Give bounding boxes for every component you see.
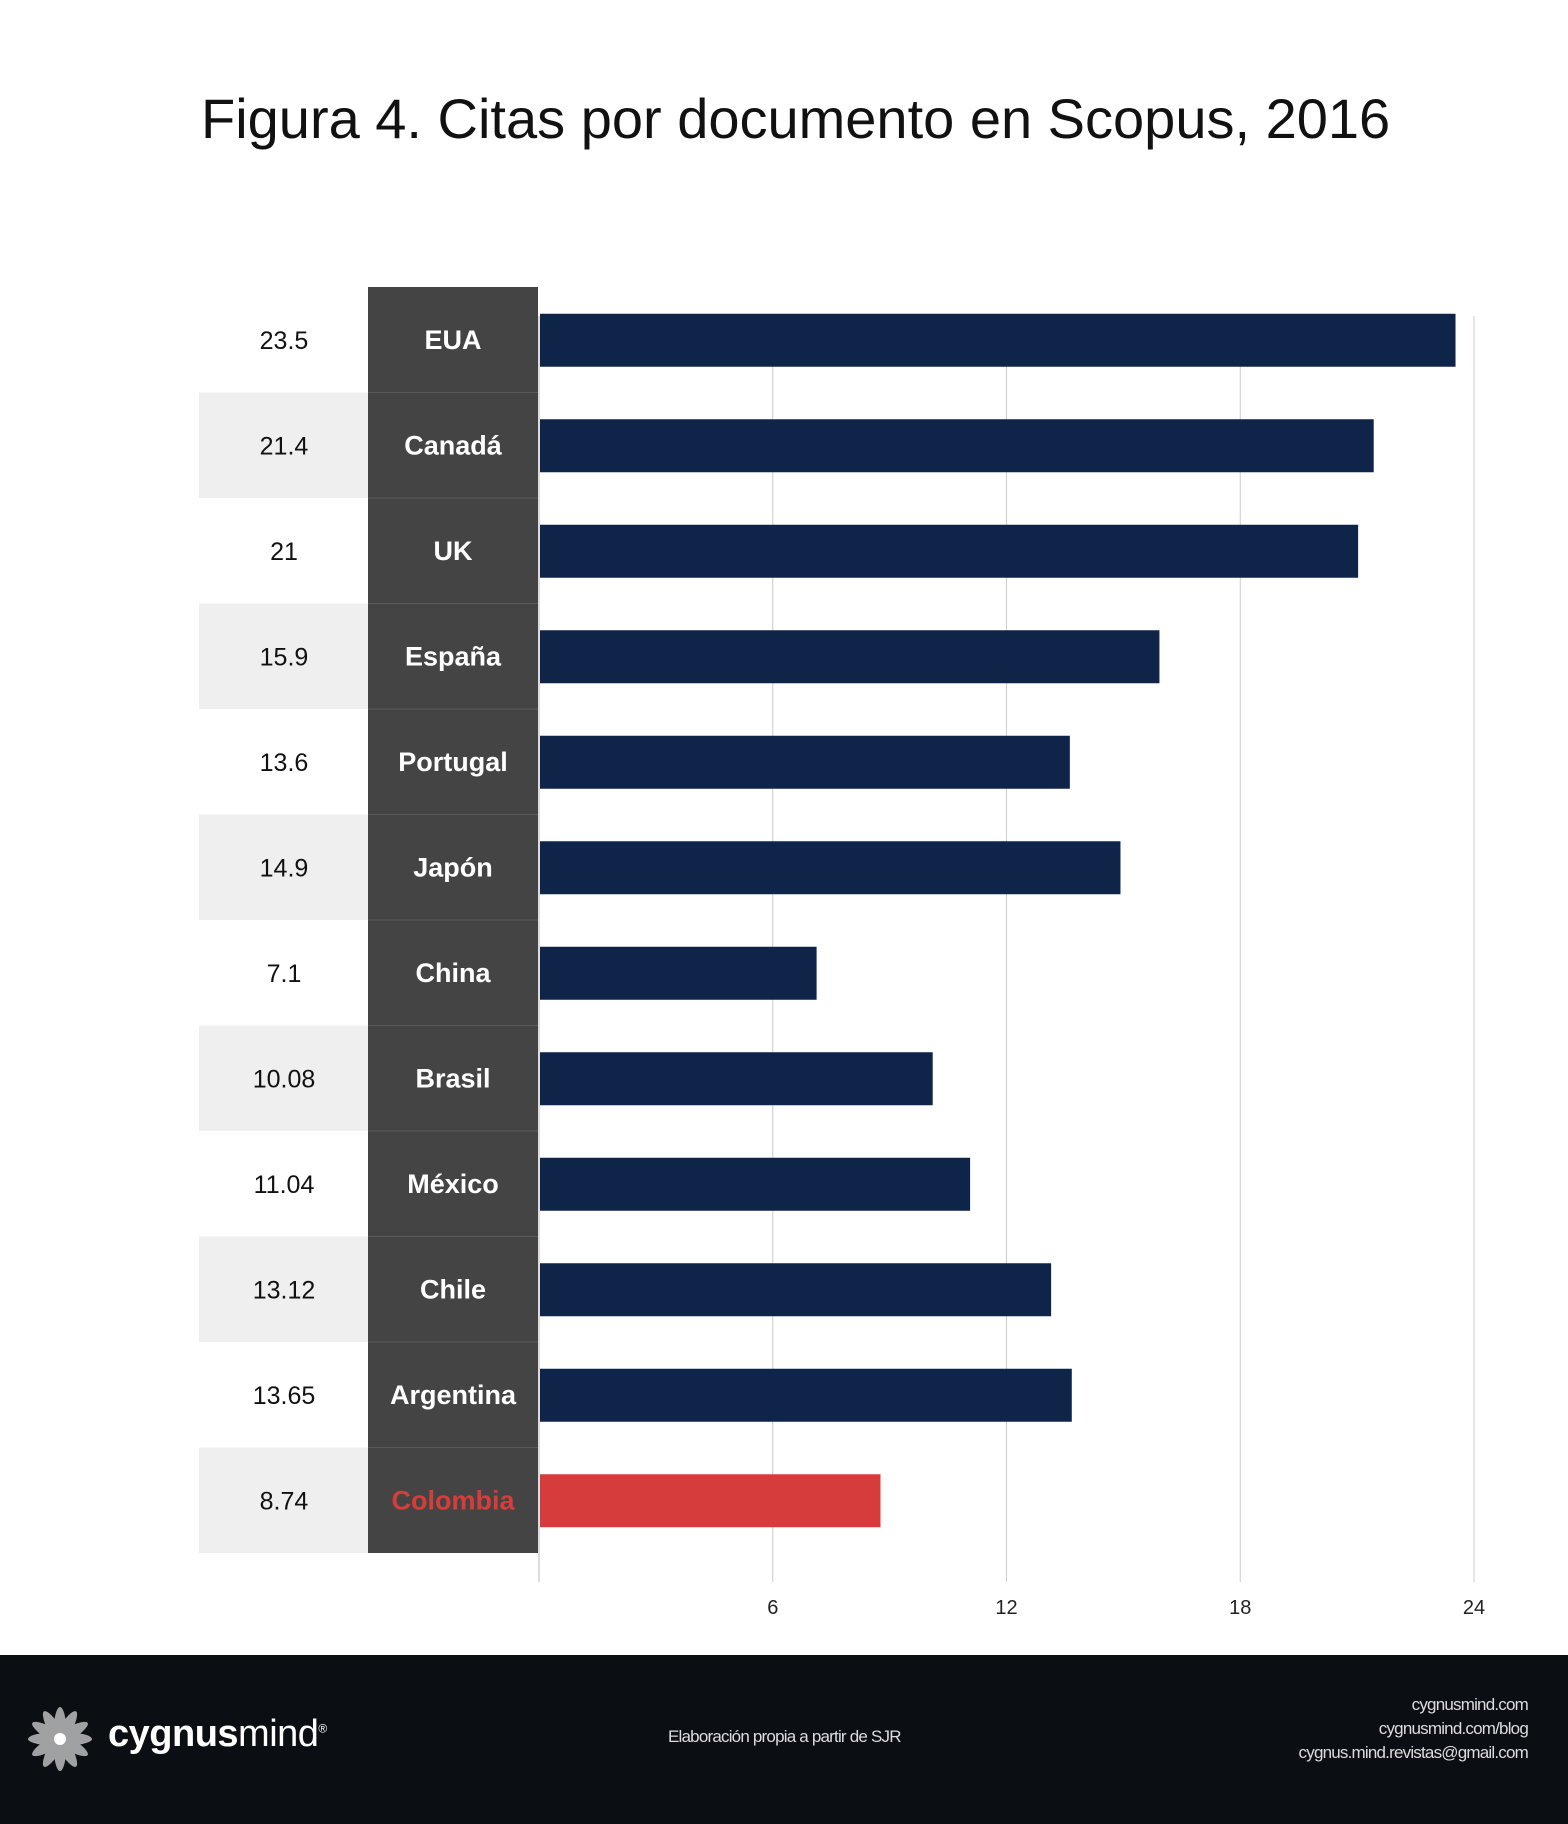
source-note: Elaboración propia a partir de SJR [668,1727,901,1746]
bar-7 [540,1052,933,1106]
bar-11 [540,1474,881,1528]
value-row-bg [199,1236,369,1342]
registered-mark: ® [318,1721,327,1736]
bar-5 [540,841,1121,895]
value-label: 23.5 [260,327,309,355]
x-tick-label: 18 [1229,1597,1251,1619]
category-label: Brasil [415,1063,490,1093]
value-row-bg [199,603,369,709]
value-label: 11.04 [254,1171,315,1199]
value-row-bg [199,392,369,498]
category-label: México [407,1169,499,1199]
category-label: Colombia [391,1485,515,1515]
link-email[interactable]: cygnus.mind.revistas@gmail.com [1298,1743,1529,1762]
category-label: Japón [413,852,493,882]
category-label: EUA [424,325,481,355]
category-label: China [415,958,491,988]
x-tick-label: 6 [767,1597,778,1619]
link-blog[interactable]: cygnusmind.com/blog [1378,1719,1529,1738]
category-label: UK [434,536,473,566]
value-row-bg [199,1025,369,1131]
value-row-bg [199,1447,369,1553]
category-label: Argentina [390,1380,517,1410]
value-label: 13.6 [260,749,309,777]
category-label: Portugal [398,747,508,777]
bar-6 [540,946,817,1000]
bar-2 [540,524,1359,578]
value-label: 21.4 [260,432,309,460]
footer: cygnusmind® Elaboración propia a partir … [0,1655,1568,1824]
x-tick-label: 24 [1463,1597,1485,1619]
category-label: Chile [420,1274,486,1304]
value-label: 13.12 [253,1276,316,1304]
value-label: 10.08 [253,1065,316,1093]
bar-10 [540,1368,1072,1422]
brand-light: mind [238,1713,319,1755]
value-label: 13.65 [253,1382,316,1410]
bar-0 [540,313,1456,367]
chart-title: Figura 4. Citas por documento en Scopus,… [201,87,1391,150]
bar-4 [540,735,1070,789]
bar-9 [540,1263,1052,1317]
brand-name: cygnusmind® [108,1713,327,1756]
x-tick-label: 12 [995,1597,1017,1619]
brand-bold: cygnus [108,1713,239,1755]
value-label: 21 [270,538,298,566]
link-website[interactable]: cygnusmind.com [1411,1695,1529,1714]
cygnusmind-logo-icon [28,1707,92,1771]
category-label: Canadá [404,430,503,460]
bar-8 [540,1157,971,1211]
category-label: España [405,641,502,671]
bar-1 [540,419,1374,473]
value-label: 15.9 [260,643,309,671]
value-label: 14.9 [260,854,309,882]
bar-chart: 6 12 18 24 23.5 EUA 21.4 Canadá 21 UK 15.9 España 13… [199,287,1485,1619]
value-label: 8.74 [260,1487,309,1515]
footer-links: cygnusmind.com cygnusmind.com/blog cygnu… [1298,1693,1529,1765]
bar-3 [540,630,1160,684]
value-row-bg [199,814,369,920]
value-label: 7.1 [267,960,302,988]
